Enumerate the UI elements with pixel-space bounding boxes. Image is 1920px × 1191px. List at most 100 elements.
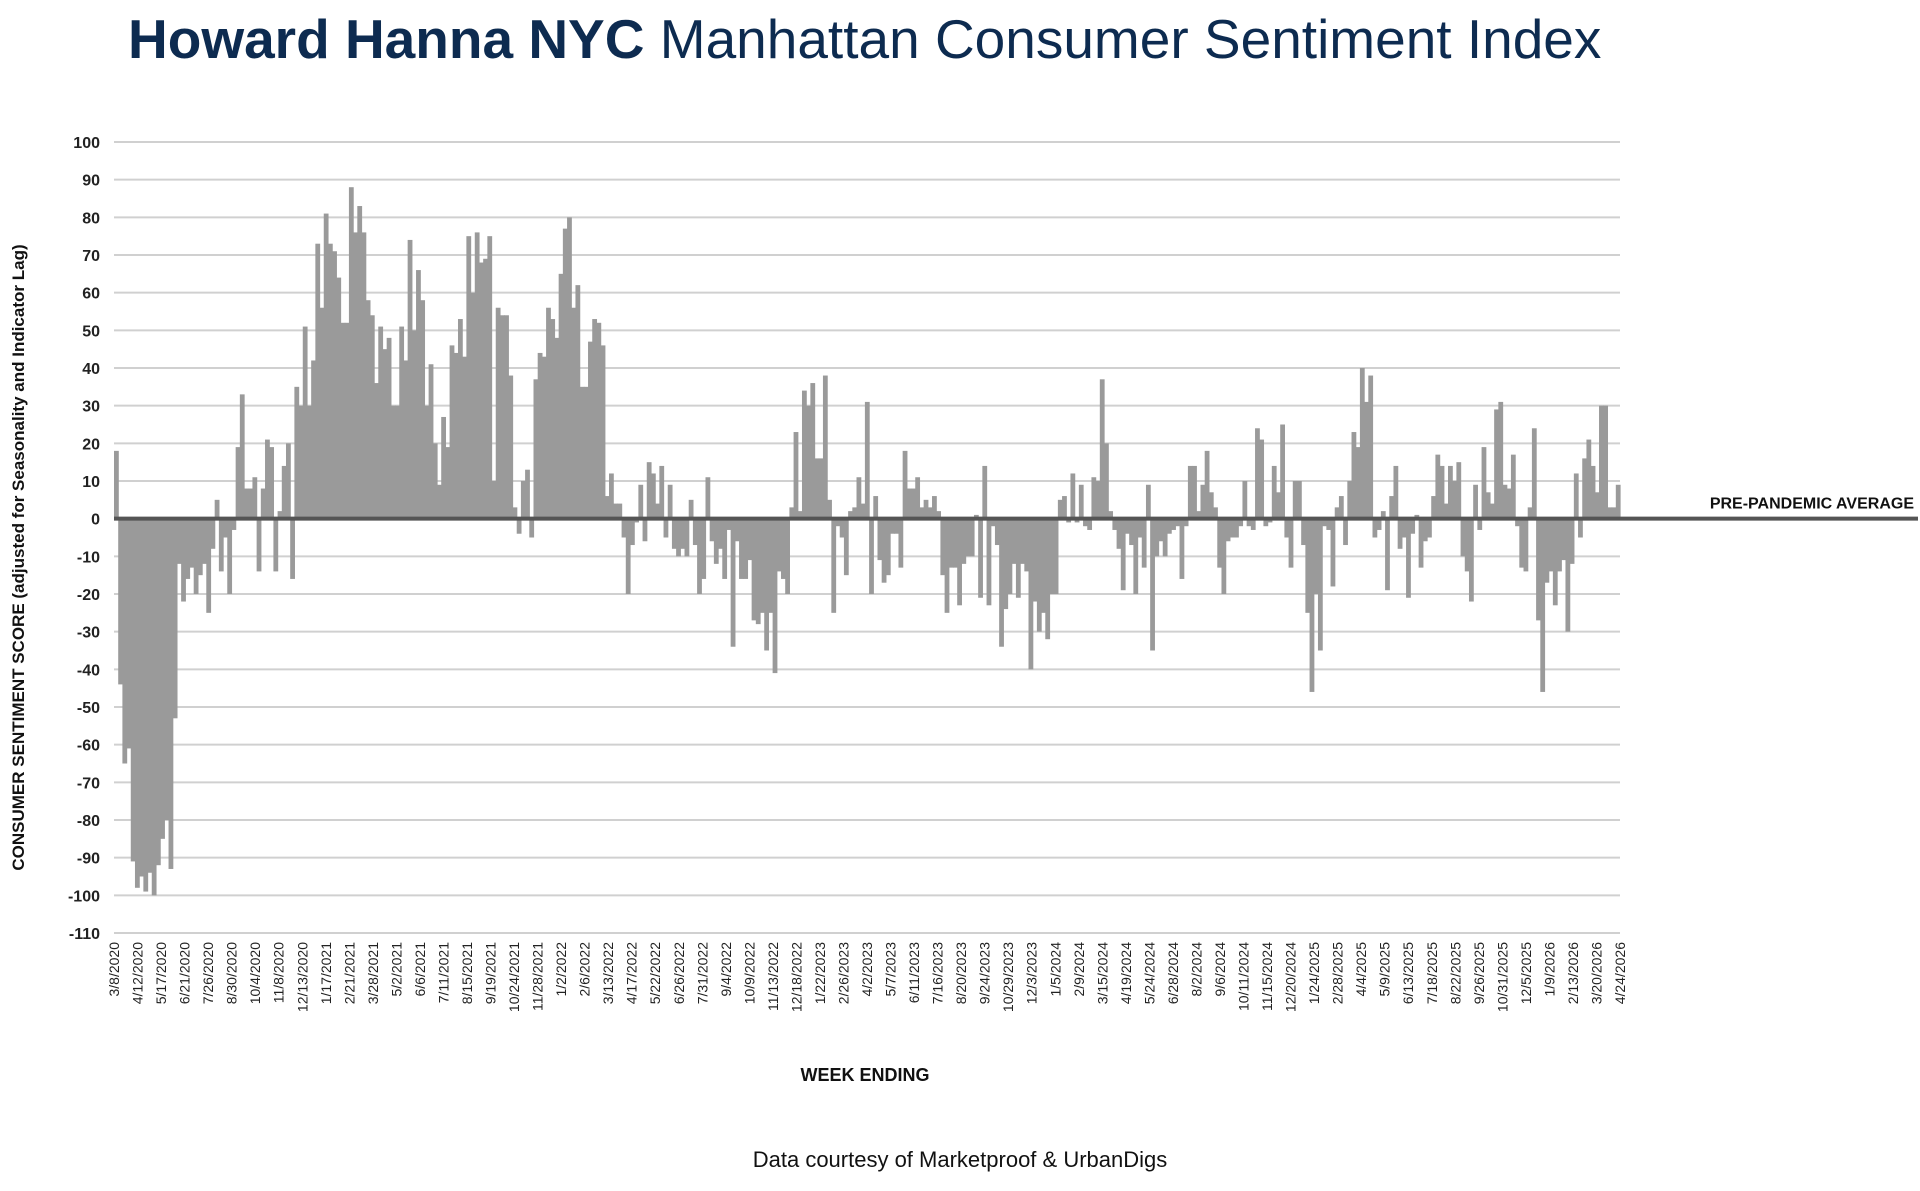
bar: [281, 465, 287, 519]
bar: [1263, 518, 1269, 527]
bar: [1523, 518, 1529, 572]
bar: [172, 518, 178, 719]
bar: [726, 518, 732, 530]
bar: [546, 307, 551, 519]
bar: [151, 518, 157, 896]
bar: [1330, 518, 1336, 587]
y-tick-label: -70: [77, 775, 100, 792]
bar: [1112, 518, 1118, 530]
bar: [369, 315, 375, 519]
bar: [1435, 454, 1441, 519]
chart-title: Howard Hanna NYC Manhattan Consumer Sent…: [128, 6, 1601, 72]
bar: [189, 518, 195, 568]
pre-pandemic-average-label: PRE-PANDEMIC AVERAGE: [1710, 496, 1914, 513]
bar: [659, 465, 665, 519]
bar: [1187, 465, 1193, 519]
x-tick-label: 2/9/2024: [1071, 942, 1087, 997]
x-tick-label: 12/18/2022: [788, 942, 804, 1012]
bar: [512, 507, 518, 519]
bar: [1582, 458, 1588, 519]
bar: [1418, 518, 1424, 568]
bar: [1213, 507, 1218, 519]
x-tick-label: 4/2/2023: [859, 942, 875, 997]
bar: [1011, 518, 1017, 564]
bar: [1401, 518, 1407, 538]
bar: [969, 518, 975, 557]
x-tick-label: 4/24/2026: [1612, 942, 1628, 1004]
bar: [1317, 518, 1323, 651]
bar: [1196, 511, 1202, 519]
x-tick-label: 2/28/2025: [1330, 942, 1346, 1004]
bar: [1208, 492, 1214, 519]
bar: [1087, 518, 1093, 530]
bar: [684, 518, 690, 557]
bar: [1158, 518, 1164, 542]
bar: [1443, 503, 1449, 519]
bar: [147, 518, 153, 873]
bar: [164, 518, 170, 820]
x-tick-label: 12/5/2025: [1518, 942, 1534, 1004]
bar: [533, 379, 539, 519]
x-tick-label: 9/19/2021: [483, 942, 499, 1004]
bar: [567, 217, 572, 519]
bar: [223, 518, 228, 538]
bar: [1183, 518, 1189, 527]
x-tick-label: 12/20/2024: [1283, 942, 1299, 1012]
bar: [382, 349, 388, 519]
bar: [1464, 518, 1470, 572]
bar: [218, 518, 224, 572]
x-tick-label: 6/21/2020: [177, 942, 193, 1004]
bar: [1603, 405, 1609, 519]
bar: [130, 518, 136, 862]
bar: [860, 503, 866, 519]
bar: [357, 206, 363, 519]
bar: [898, 518, 904, 568]
bar: [1062, 496, 1067, 519]
bar: [831, 518, 837, 613]
bar: [793, 432, 799, 519]
bar: [1078, 484, 1084, 519]
bar: [1271, 465, 1277, 519]
bar: [1162, 518, 1168, 557]
y-tick-label: -30: [77, 625, 100, 642]
bar: [302, 326, 308, 519]
bar: [940, 518, 946, 576]
bar: [629, 518, 635, 546]
bar: [525, 469, 530, 519]
bar: [1590, 465, 1596, 519]
bar: [1569, 518, 1575, 564]
bar: [1334, 507, 1340, 519]
bar: [311, 360, 316, 519]
bar: [319, 307, 325, 519]
bar: [571, 307, 577, 519]
bar: [1020, 518, 1025, 564]
bar: [290, 518, 295, 579]
bar: [1393, 465, 1399, 519]
bar: [1175, 518, 1181, 527]
x-tick-label: 8/20/2023: [953, 942, 969, 1004]
bar: [1544, 518, 1550, 583]
x-tick-label: 10/24/2021: [506, 942, 522, 1012]
bar: [248, 488, 254, 519]
bar: [529, 518, 535, 538]
bar: [734, 518, 740, 542]
bar: [848, 511, 853, 519]
gridlines: [114, 141, 1620, 934]
bar: [613, 503, 618, 519]
bar: [1594, 492, 1600, 519]
y-tick-label: -100: [68, 888, 100, 905]
bar: [1276, 492, 1281, 519]
bar: [692, 518, 698, 546]
y-tick-label: 40: [82, 361, 100, 378]
bar: [1372, 518, 1378, 538]
bar: [265, 439, 270, 519]
x-tick-label: 1/5/2024: [1047, 942, 1063, 997]
x-tick-label: 10/4/2020: [247, 942, 263, 1004]
bar: [747, 518, 753, 561]
bar: [143, 518, 149, 892]
bar: [814, 458, 820, 519]
bar: [1611, 507, 1617, 519]
x-tick-label: 7/31/2022: [694, 942, 710, 1004]
bar: [957, 518, 962, 606]
